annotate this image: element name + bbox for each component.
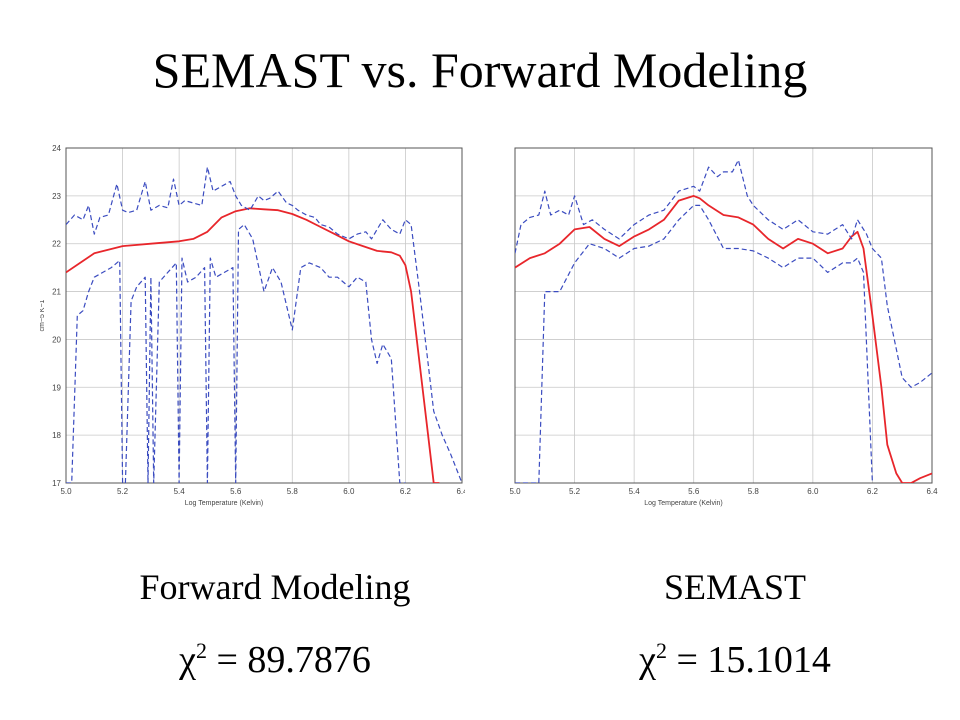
x-tick-label: 5.4 (629, 487, 641, 496)
x-tick-label: 6.2 (400, 487, 412, 496)
x-tick-label: 5.8 (287, 487, 299, 496)
y-tick-label: 23 (52, 192, 61, 201)
x-tick-label: 6.2 (867, 487, 879, 496)
x-tick-label: 6.4 (926, 487, 938, 496)
x-tick-label: 5.4 (174, 487, 186, 496)
dem-curve-line (66, 207, 440, 483)
y-tick-label: 17 (52, 479, 61, 488)
slide-title: SEMAST vs. Forward Modeling (152, 42, 808, 98)
error-bound-line (515, 204, 873, 483)
error-bound-line (515, 159, 932, 388)
error-bound-line (66, 223, 406, 483)
forward-modeling-chart: 5.0 5.2 5.4 5.6 5.8 6.0 6.2 6.4 17 18 19 20 21 22 23 24… (40, 144, 465, 507)
semast-caption: SEMAST (663, 567, 807, 607)
semast-chi-squared: χ2 = 15.1014 (555, 638, 915, 682)
x-tick-label: 5.6 (230, 487, 242, 496)
error-bound-line (66, 166, 462, 483)
y-tick-label: 18 (52, 431, 61, 440)
chi-value: = 15.1014 (666, 639, 831, 681)
semast-chart: 5.0 5.2 5.4 5.6 5.8 6.0 6.2 6.4 Log Temperature … (509, 147, 938, 507)
y-tick-label: 21 (52, 288, 61, 297)
x-tick-label: 5.2 (117, 487, 129, 496)
dem-curve-line (515, 195, 932, 483)
chi-value: = 89.7876 (206, 639, 371, 681)
y-tick-label: 20 (52, 335, 61, 344)
y-tick-label: 22 (52, 240, 61, 249)
x-tick-label: 5.0 (60, 487, 72, 496)
x-tick-label: 5.2 (569, 487, 581, 496)
y-axis-label: cm−5 K−1 (40, 299, 46, 331)
x-tick-label: 6.4 (456, 487, 465, 496)
x-axis-label: Log Temperature (Kelvin) (644, 500, 722, 507)
x-tick-label: 6.0 (807, 487, 819, 496)
chi-symbol: χ (179, 639, 196, 681)
x-axis-label: Log Temperature (Kelvin) (185, 500, 263, 507)
chi-symbol: χ (639, 639, 656, 681)
x-tick-label: 6.0 (343, 487, 355, 496)
forward-modeling-chi-squared: χ2 = 89.7876 (95, 638, 455, 682)
y-tick-label: 19 (52, 383, 61, 392)
chi-exponent: 2 (195, 638, 207, 663)
y-tick-label: 24 (52, 144, 61, 153)
plot-frame (65, 147, 463, 484)
x-tick-label: 5.6 (688, 487, 700, 496)
chi-exponent: 2 (655, 638, 667, 663)
x-tick-label: 5.8 (748, 487, 760, 496)
forward-modeling-caption: Forward Modeling (139, 567, 411, 607)
plot-frame (514, 147, 933, 484)
x-tick-label: 5.0 (509, 487, 521, 496)
